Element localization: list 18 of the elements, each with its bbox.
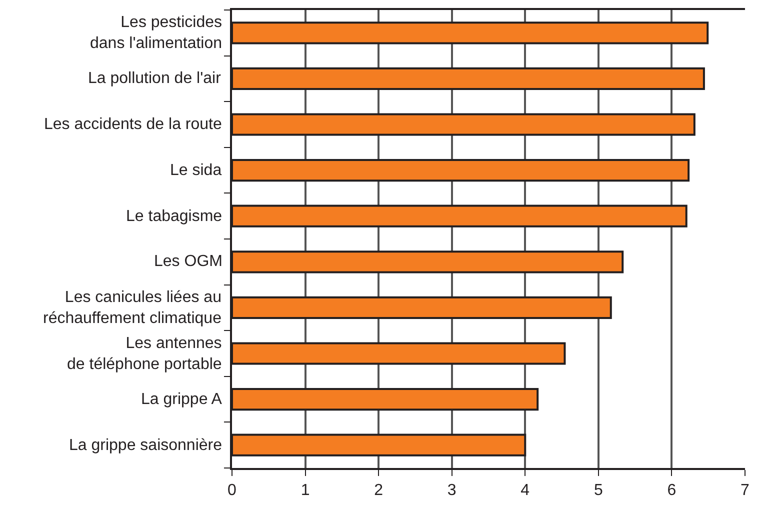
y-tick-label: Les canicules liées au réchauffement climatique [43, 289, 222, 327]
y-tick-label: La grippe saisonnière [69, 437, 222, 454]
x-tick-label: 0 [228, 482, 237, 500]
y-tick-label: Les antennes de téléphone portable [67, 335, 222, 373]
x-tick-label: 2 [374, 482, 384, 500]
x-tick-label: 5 [594, 482, 603, 500]
y-tick-label: Les OGM [154, 253, 222, 270]
y-tick-label: Le tabagisme [126, 208, 222, 225]
x-tick-label: 3 [447, 482, 456, 500]
y-tick-label: Les pesticides dans l'alimentation [90, 14, 222, 52]
y-tick-label: La pollution de l'air [88, 70, 222, 87]
x-tick-label: 4 [520, 482, 530, 500]
x-tick-label: 7 [740, 482, 750, 500]
y-tick-label: Les accidents de la route [44, 116, 222, 133]
x-tick-label: 6 [667, 482, 676, 500]
y-tick-label: La grippe A [141, 391, 222, 408]
x-tick-label: 1 [300, 482, 310, 500]
y-tick-label: Le sida [170, 162, 222, 179]
